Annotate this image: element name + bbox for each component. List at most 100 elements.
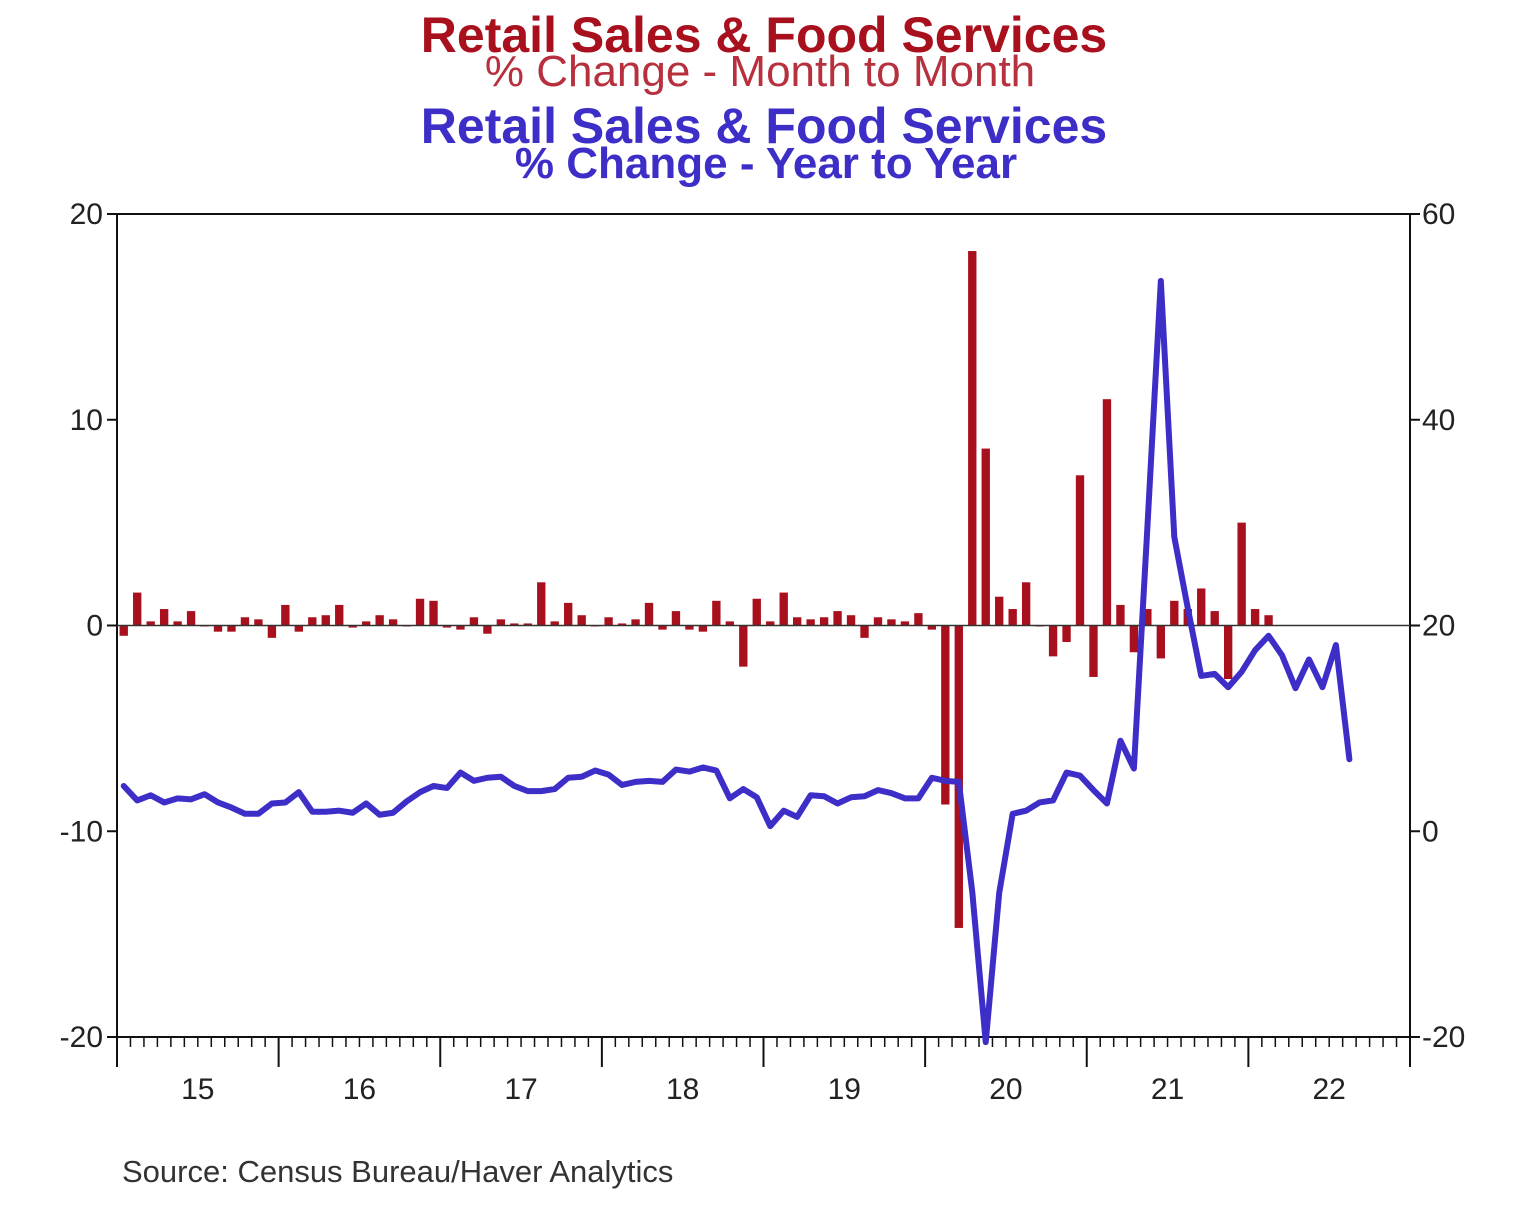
mom-bar [335, 604, 344, 626]
mom-bar [348, 625, 357, 628]
right-tick-label: 40 [1422, 404, 1455, 437]
mom-bar [1021, 582, 1031, 626]
x-tick-label: 19 [828, 1073, 861, 1106]
mom-bar [873, 617, 883, 626]
mom-bar [294, 625, 303, 632]
mom-bar [577, 615, 586, 626]
subtitle-yoy: % Change - Year to Year [515, 139, 1017, 188]
mom-bar [779, 592, 788, 626]
left-tick-label: 10 [70, 404, 103, 437]
mom-bar [159, 609, 169, 626]
x-tick-label: 17 [504, 1073, 537, 1106]
mom-bar [1250, 609, 1260, 626]
mom-bar [415, 598, 425, 626]
mom-bar [1008, 609, 1017, 626]
mom-bar [456, 625, 465, 630]
mom-bar [806, 619, 815, 626]
mom-bar [631, 619, 640, 626]
mom-bar [496, 619, 506, 626]
mom-bar [281, 604, 290, 626]
x-axis: 15 16 17 18 19 20 21 22 [116, 1037, 1411, 1106]
mom-bar [254, 619, 263, 626]
mom-bar [914, 613, 923, 626]
mom-bar [739, 625, 748, 667]
mom-bar [766, 621, 775, 626]
mom-bar [564, 602, 573, 626]
mom-bar [1089, 625, 1098, 677]
mom-bar [442, 625, 452, 628]
mom-bar [712, 600, 721, 626]
mom-bar [604, 617, 613, 626]
mom-bar [1143, 609, 1152, 626]
subtitle-mom: % Change - Month to Month [485, 47, 1035, 96]
mom-bar [617, 623, 627, 626]
mom-bar [388, 619, 398, 626]
right-tick-label: 60 [1422, 198, 1455, 231]
right-tick-label: 0 [1422, 815, 1439, 848]
mom-bar [146, 621, 155, 626]
mom-bar [483, 625, 492, 634]
mom-bar [1129, 625, 1139, 653]
mom-bar [954, 625, 963, 928]
mom-bar [1224, 625, 1233, 679]
mom-bar [227, 625, 236, 632]
mom-bar [173, 621, 182, 626]
x-tick-label: 16 [343, 1073, 376, 1106]
mom-bar [133, 592, 142, 626]
mom-bar [968, 251, 977, 626]
mom-bar [550, 621, 559, 626]
source-note: Source: Census Bureau/Haver Analytics [122, 1154, 673, 1189]
x-tick-label: 15 [181, 1073, 214, 1106]
mom-bar [644, 602, 654, 626]
mom-bar [941, 625, 950, 805]
mom-bar [1048, 625, 1058, 657]
mom-bar [510, 623, 519, 626]
mom-bar [887, 619, 896, 626]
mom-bar [900, 621, 910, 626]
mom-bar [725, 621, 734, 626]
mom-bar [1237, 522, 1246, 626]
left-tick-label: -10 [60, 815, 103, 848]
mom-bar [793, 617, 802, 626]
mom-bar [1170, 600, 1179, 626]
right-tick-label: 20 [1422, 610, 1455, 643]
mom-bar [186, 611, 196, 626]
yoy-line [120, 277, 1353, 1046]
mom-bar [846, 615, 856, 626]
mom-bar [1197, 588, 1206, 626]
mom-bar [860, 625, 869, 638]
x-tick-label: 20 [989, 1073, 1022, 1106]
mom-bar [321, 615, 330, 626]
title-mom: Retail Sales & Food Services [421, 7, 1107, 63]
mom-bar [995, 596, 1004, 626]
left-axis: 20 10 0 -10 -20 [60, 198, 117, 1054]
x-tick-label: 22 [1313, 1073, 1346, 1106]
mom-bar [833, 611, 842, 626]
mom-bar [537, 582, 546, 626]
yoy-line-group [120, 277, 1353, 1046]
mom-bar [213, 625, 223, 632]
mom-bar [1062, 625, 1071, 642]
mom-bar [698, 625, 708, 632]
mom-bar [1102, 399, 1112, 626]
mom-bar [308, 617, 317, 626]
mom-bar [523, 623, 532, 626]
right-tick-label: -20 [1422, 1021, 1465, 1054]
left-tick-label: 20 [70, 198, 103, 231]
title-yoy: Retail Sales & Food Services [421, 98, 1107, 154]
mom-bars [119, 251, 1273, 928]
mom-bar [685, 625, 694, 630]
mom-bar [1116, 604, 1125, 626]
x-tick-label: 21 [1151, 1073, 1184, 1106]
mom-bar [429, 600, 438, 626]
right-axis: 60 40 20 0 -20 [1410, 198, 1465, 1054]
left-tick-label: 0 [86, 610, 103, 643]
mom-bar [981, 448, 990, 626]
mom-bar [119, 625, 128, 636]
mom-bar [375, 615, 384, 626]
left-tick-label: -20 [60, 1021, 103, 1054]
mom-bar [927, 625, 937, 630]
mom-bar [362, 621, 371, 626]
mom-bar [1210, 611, 1219, 626]
